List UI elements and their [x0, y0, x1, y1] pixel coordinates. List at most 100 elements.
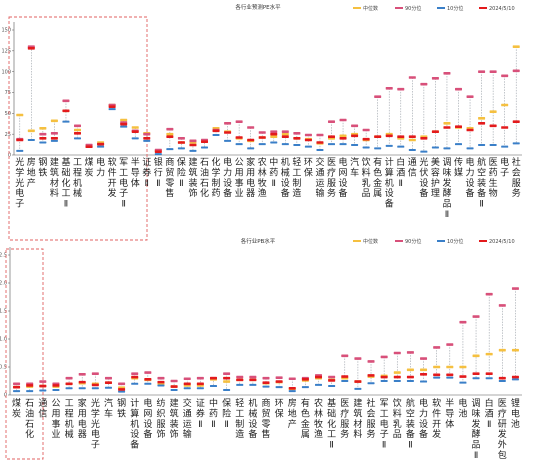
- chart-1: 各行业预测PE水平 中位数 90分位 10分位 2024/5/10 0 25 50 75 100 1…: [1, 3, 522, 241]
- marker-current: [177, 141, 185, 144]
- marker-current: [288, 386, 296, 390]
- marker-p10: [374, 147, 382, 150]
- marker-p10: [489, 144, 497, 146]
- marker-p90: [235, 120, 243, 123]
- marker-median: [498, 348, 506, 352]
- marker-current: [39, 384, 47, 388]
- marker-current: [433, 373, 441, 377]
- marker-p90: [143, 132, 151, 136]
- y-tick-label: 2.0: [0, 281, 7, 287]
- category-label: 医疗服务: [327, 157, 336, 199]
- marker-p10: [258, 143, 266, 146]
- marker-p10: [27, 139, 35, 141]
- category-label: 光学光电子: [91, 397, 100, 451]
- category-label: 汽车: [350, 156, 359, 178]
- category-label: 保险 Ⅱ: [177, 156, 186, 189]
- marker-p10: [498, 380, 506, 382]
- marker-current: [143, 137, 151, 140]
- marker-current: [120, 122, 128, 126]
- marker-median: [406, 368, 414, 372]
- marker-median: [408, 138, 416, 142]
- marker-p10: [288, 390, 296, 393]
- category-label: 煤炭: [12, 397, 21, 419]
- marker-p10: [183, 387, 191, 390]
- y-tick-label: 0: [8, 153, 11, 159]
- marker-p90: [472, 315, 480, 318]
- marker-p10: [472, 377, 480, 380]
- category-label: 军工电子 Ⅱ: [119, 157, 128, 210]
- marker-current: [431, 130, 439, 133]
- marker-median: [443, 122, 451, 125]
- marker-current: [339, 137, 347, 140]
- category-label: 计算机设备: [385, 156, 394, 210]
- category-label: 环保: [275, 398, 284, 419]
- marker-median: [131, 126, 139, 129]
- legend-label: 2024/5/10: [489, 239, 515, 245]
- category-label: 建筑材料: [50, 156, 59, 199]
- category-label: 建筑装饰: [170, 397, 179, 440]
- marker-current: [97, 142, 105, 146]
- marker-p10: [50, 139, 58, 142]
- marker-p90: [489, 70, 497, 73]
- category-label: 半导体: [131, 156, 140, 189]
- marker-current: [304, 138, 312, 142]
- legend-label: 2024/5/10: [489, 6, 515, 12]
- category-label: 银行 Ⅱ: [154, 156, 163, 189]
- marker-p10: [511, 378, 519, 381]
- marker-current: [212, 129, 220, 133]
- category-label: 石油石化: [200, 158, 209, 199]
- marker-current: [397, 135, 405, 138]
- marker-p10: [247, 147, 255, 150]
- y-tick-label: 0.5: [0, 365, 7, 371]
- marker-current: [235, 136, 243, 139]
- marker-median: [27, 129, 35, 133]
- marker-current: [380, 375, 388, 379]
- category-label: 机械设备: [281, 156, 290, 199]
- category-label: 通信: [408, 157, 417, 178]
- marker-p90: [339, 118, 347, 122]
- marker-p90: [50, 132, 58, 135]
- marker-current: [50, 137, 58, 140]
- category-label: 交通运输: [315, 156, 324, 199]
- marker-current: [262, 381, 270, 384]
- marker-current: [223, 376, 231, 380]
- category-label: 商贸零售: [261, 397, 270, 440]
- category-label: 软件开发: [108, 156, 117, 199]
- marker-p90: [170, 379, 178, 383]
- marker-p90: [258, 131, 266, 134]
- category-label: 调味发酵品 Ⅱ: [442, 157, 451, 220]
- marker-current: [131, 375, 139, 379]
- marker-p90: [362, 128, 370, 132]
- category-label: 饮料乳品: [393, 397, 402, 440]
- y-tick-label: 50: [5, 111, 11, 117]
- marker-current: [501, 126, 509, 129]
- category-label: 电子: [500, 156, 509, 178]
- category-label: 社会服务: [367, 397, 376, 440]
- category-label: 机械设备: [248, 397, 257, 440]
- marker-p90: [433, 346, 441, 349]
- marker-current: [62, 109, 70, 113]
- category-label: 有色金属: [301, 397, 310, 440]
- marker-p10: [170, 388, 178, 391]
- category-label: 轻工制造: [235, 397, 244, 440]
- category-label: 通信: [38, 398, 47, 419]
- marker-p10: [223, 388, 231, 391]
- marker-p90: [354, 357, 362, 360]
- category-label: 有色金属: [373, 156, 382, 199]
- marker-median: [433, 365, 441, 369]
- marker-p10: [485, 377, 493, 380]
- marker-current: [224, 131, 232, 134]
- marker-p90: [262, 376, 270, 380]
- marker-p90: [466, 95, 474, 98]
- marker-current: [362, 137, 370, 141]
- y-tick-label: 75: [5, 90, 11, 96]
- marker-p90: [281, 130, 289, 133]
- category-label: 钢铁: [38, 156, 47, 178]
- marker-median: [74, 128, 81, 132]
- marker-current: [341, 375, 349, 378]
- marker-current: [166, 135, 174, 138]
- marker-p90: [131, 372, 139, 376]
- marker-p90: [328, 120, 335, 123]
- marker-current: [315, 375, 323, 379]
- marker-p90: [511, 287, 519, 290]
